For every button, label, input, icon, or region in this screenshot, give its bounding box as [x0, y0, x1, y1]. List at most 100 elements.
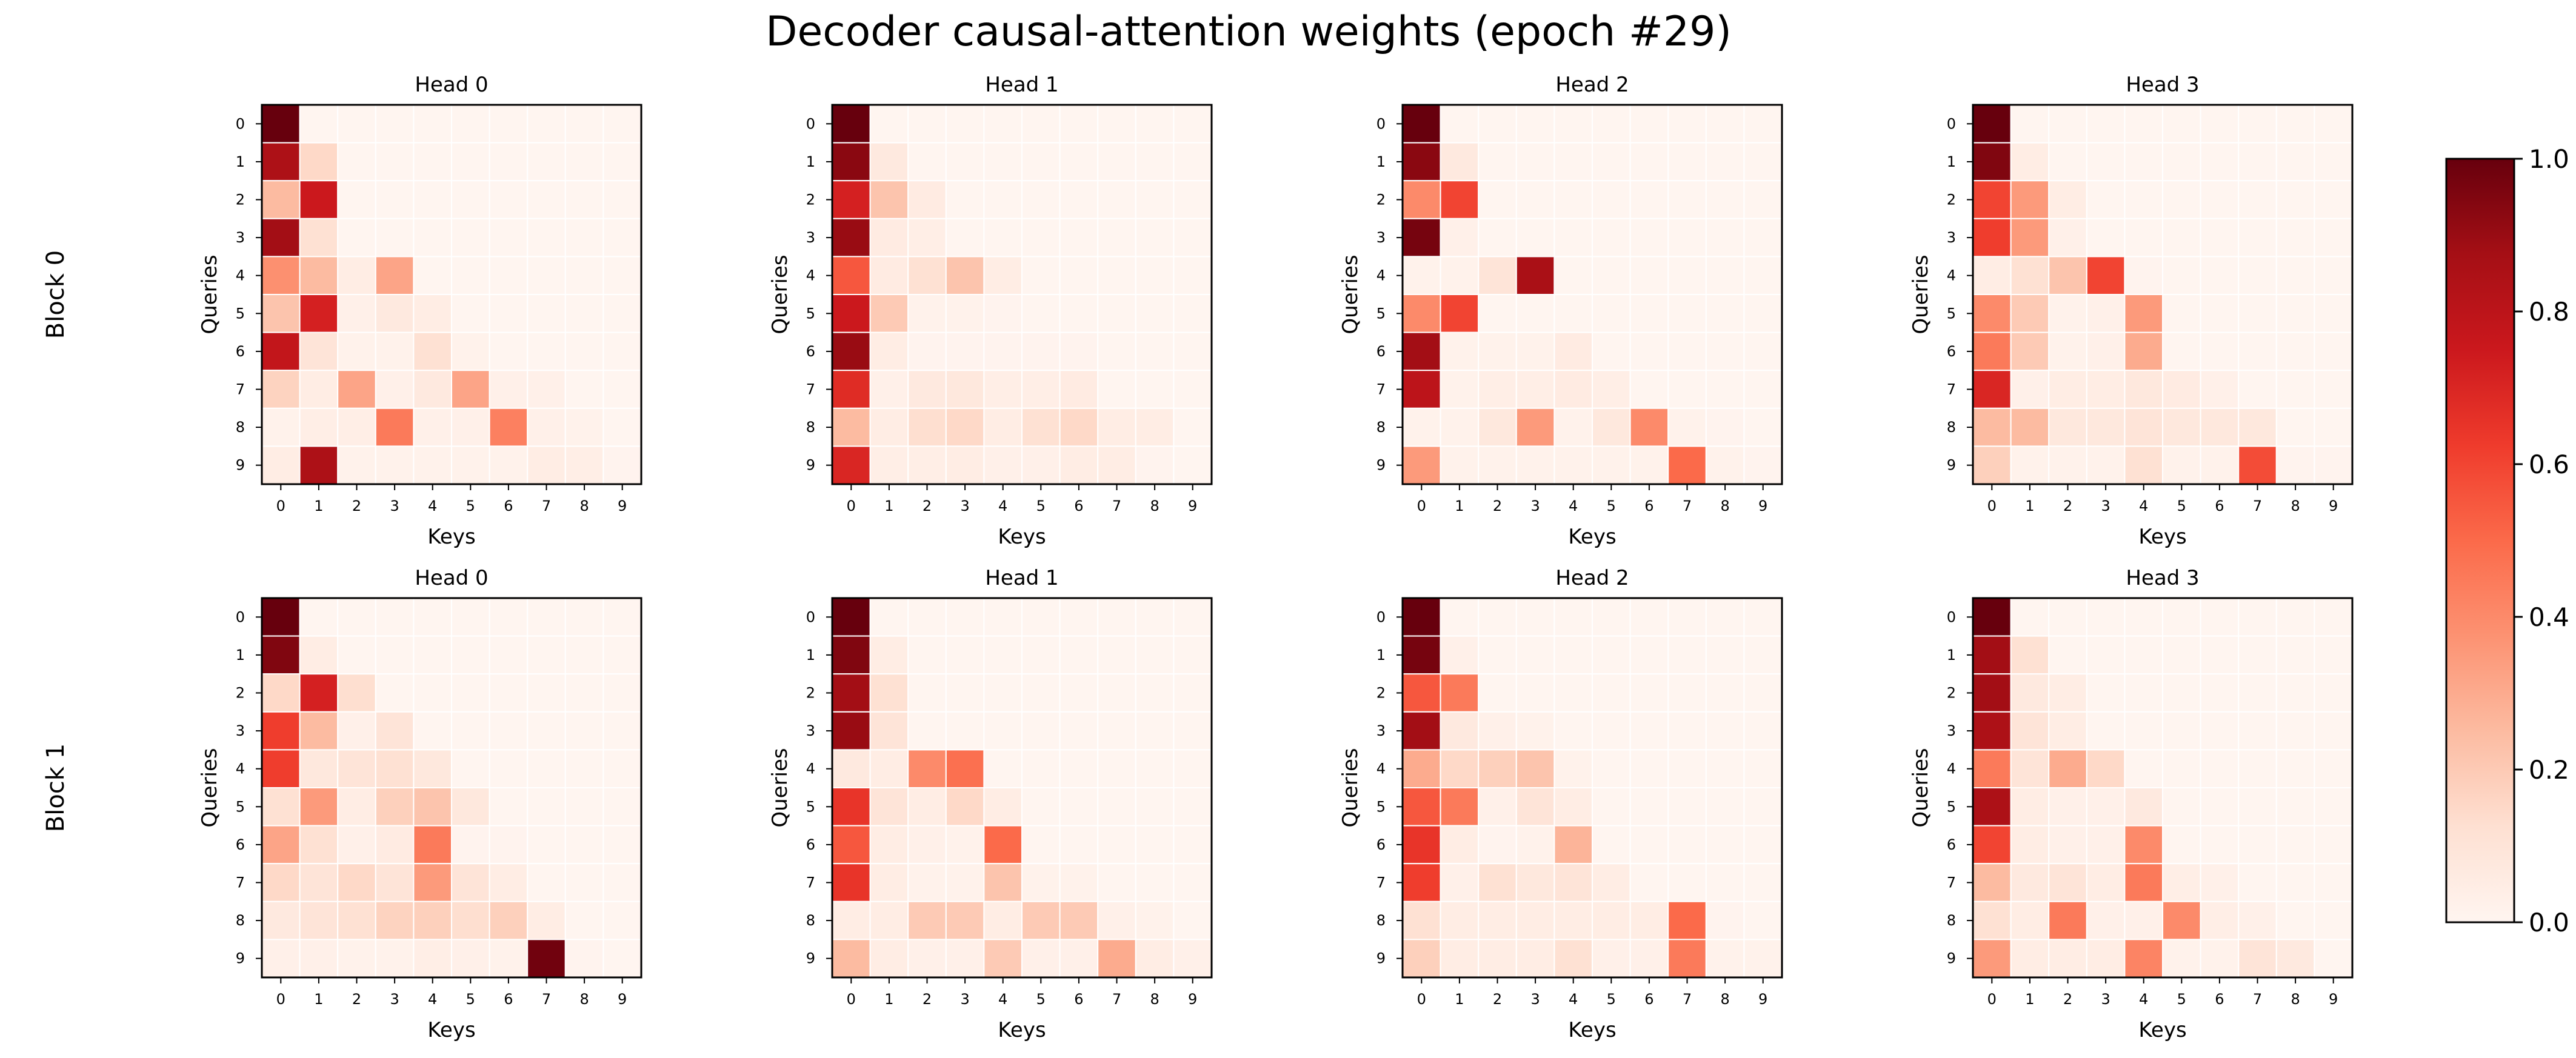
heatmap-cell — [1021, 673, 1061, 713]
heatmap-cell — [2275, 711, 2315, 751]
heatmap-cell — [375, 445, 415, 485]
x-tick-label: 3 — [2101, 991, 2110, 1008]
heatmap-cell — [602, 635, 642, 675]
heatmap-cell — [1592, 331, 1631, 371]
heatmap-cell — [1553, 256, 1593, 295]
heatmap-cell — [1972, 142, 2012, 182]
heatmap-cell — [2200, 256, 2240, 295]
heatmap-cell — [1553, 825, 1593, 865]
heatmap-cell — [337, 104, 376, 144]
heatmap-cell — [527, 104, 566, 144]
heatmap-cell — [564, 863, 604, 902]
heatmap-cell — [451, 104, 490, 144]
heatmap-cell — [1135, 445, 1175, 485]
x-tick-label: 7 — [542, 497, 551, 514]
heatmap-cell — [983, 142, 1023, 182]
heatmap-cell — [299, 256, 339, 295]
heatmap-cell — [832, 445, 871, 485]
y-tick-label: 9 — [806, 950, 815, 967]
heatmap-cell — [1972, 635, 2012, 675]
heatmap-cell — [2275, 294, 2315, 333]
heatmap-cell — [1478, 635, 1517, 675]
x-tick-label: 6 — [1644, 497, 1653, 514]
heatmap-cell — [1743, 370, 1783, 409]
heatmap-cell — [832, 711, 871, 751]
x-axis-label: Keys — [2138, 525, 2186, 549]
x-tick-label: 4 — [1569, 991, 1578, 1008]
heatmap-cell — [907, 218, 947, 258]
y-tick-label: 1 — [1376, 647, 1386, 664]
heatmap-cell — [1478, 787, 1517, 827]
heatmap-cell — [1705, 331, 1745, 371]
heatmap-cell — [564, 711, 604, 751]
heatmap-cell — [869, 635, 909, 675]
heatmap-cell — [2162, 104, 2201, 144]
heatmap-cell — [1667, 142, 1707, 182]
heatmap-cell — [1553, 331, 1593, 371]
heatmap-cell — [1059, 673, 1099, 713]
heatmap-cell — [1059, 256, 1099, 295]
heatmap-cell — [2162, 711, 2201, 751]
x-tick-label: 9 — [618, 497, 627, 514]
heatmap-cell — [337, 142, 376, 182]
heatmap-cell — [869, 294, 909, 333]
heatmap-cell — [1173, 787, 1213, 827]
heatmap-panel: Head 0 0 1 2 3 4 5 6 7 8 9 0 1 2 3 4 5 6 7 8 9 Keys Queries — [198, 566, 642, 1042]
heatmap-cell — [261, 673, 301, 713]
heatmap-cell — [1629, 597, 1669, 637]
heatmap-cell — [564, 370, 604, 409]
heatmap-cell — [1515, 900, 1555, 940]
heatmap-cell — [375, 370, 415, 409]
heatmap-cell — [337, 180, 376, 219]
heatmap-cell — [1402, 939, 1441, 979]
heatmap-cell — [375, 104, 415, 144]
x-tick-label: 1 — [884, 991, 893, 1008]
heatmap-cell — [2314, 711, 2353, 751]
heatmap-cell — [1173, 218, 1213, 258]
heatmap-cell — [1515, 863, 1555, 902]
heatmap-cell — [1059, 218, 1099, 258]
heatmap-cell — [451, 635, 490, 675]
heatmap-cell — [451, 294, 490, 333]
heatmap-cell — [1059, 635, 1099, 675]
heatmap-cell — [2275, 749, 2315, 789]
heatmap-cell — [2010, 749, 2050, 789]
heatmap-cell — [869, 749, 909, 789]
heatmap-cell — [1021, 218, 1061, 258]
heatmap-cell — [2275, 825, 2315, 865]
heatmap-cell — [983, 939, 1023, 979]
heatmap-cell — [2124, 104, 2163, 144]
x-tick-label: 2 — [1493, 991, 1502, 1008]
heatmap-cell — [1402, 180, 1441, 219]
heatmap-cell — [1667, 711, 1707, 751]
heatmap-cell — [1705, 104, 1745, 144]
y-tick-label: 8 — [236, 419, 245, 436]
heatmap-cell — [2124, 180, 2163, 219]
heatmap-cell — [489, 218, 529, 258]
heatmap-cell — [983, 900, 1023, 940]
heatmap-cell — [337, 863, 376, 902]
heatmap-cell — [1743, 256, 1783, 295]
heatmap-cell — [2200, 218, 2240, 258]
x-tick-label: 8 — [1150, 497, 1159, 514]
heatmap-cell — [1592, 407, 1631, 447]
heatmap-cell — [1097, 711, 1136, 751]
heatmap-cell — [1553, 218, 1593, 258]
heatmap-cell — [983, 673, 1023, 713]
heatmap-cell — [413, 597, 453, 637]
heatmap-cell — [945, 294, 985, 333]
colorbar-gradient — [2445, 158, 2515, 923]
heatmap-cell — [337, 673, 376, 713]
heatmap-cell — [2238, 787, 2277, 827]
y-tick-label: 9 — [1376, 950, 1386, 967]
heatmap-cell — [907, 104, 947, 144]
heatmap-cell — [1135, 825, 1175, 865]
heatmap-cell — [1629, 104, 1669, 144]
heatmap-cell — [564, 180, 604, 219]
x-tick-label: 7 — [542, 991, 551, 1008]
heatmap-cell — [1478, 142, 1517, 182]
y-tick-label: 3 — [1947, 229, 1956, 246]
y-tick-label: 9 — [236, 457, 245, 474]
heatmap-cell — [489, 939, 529, 979]
heatmap-cell — [1097, 294, 1136, 333]
